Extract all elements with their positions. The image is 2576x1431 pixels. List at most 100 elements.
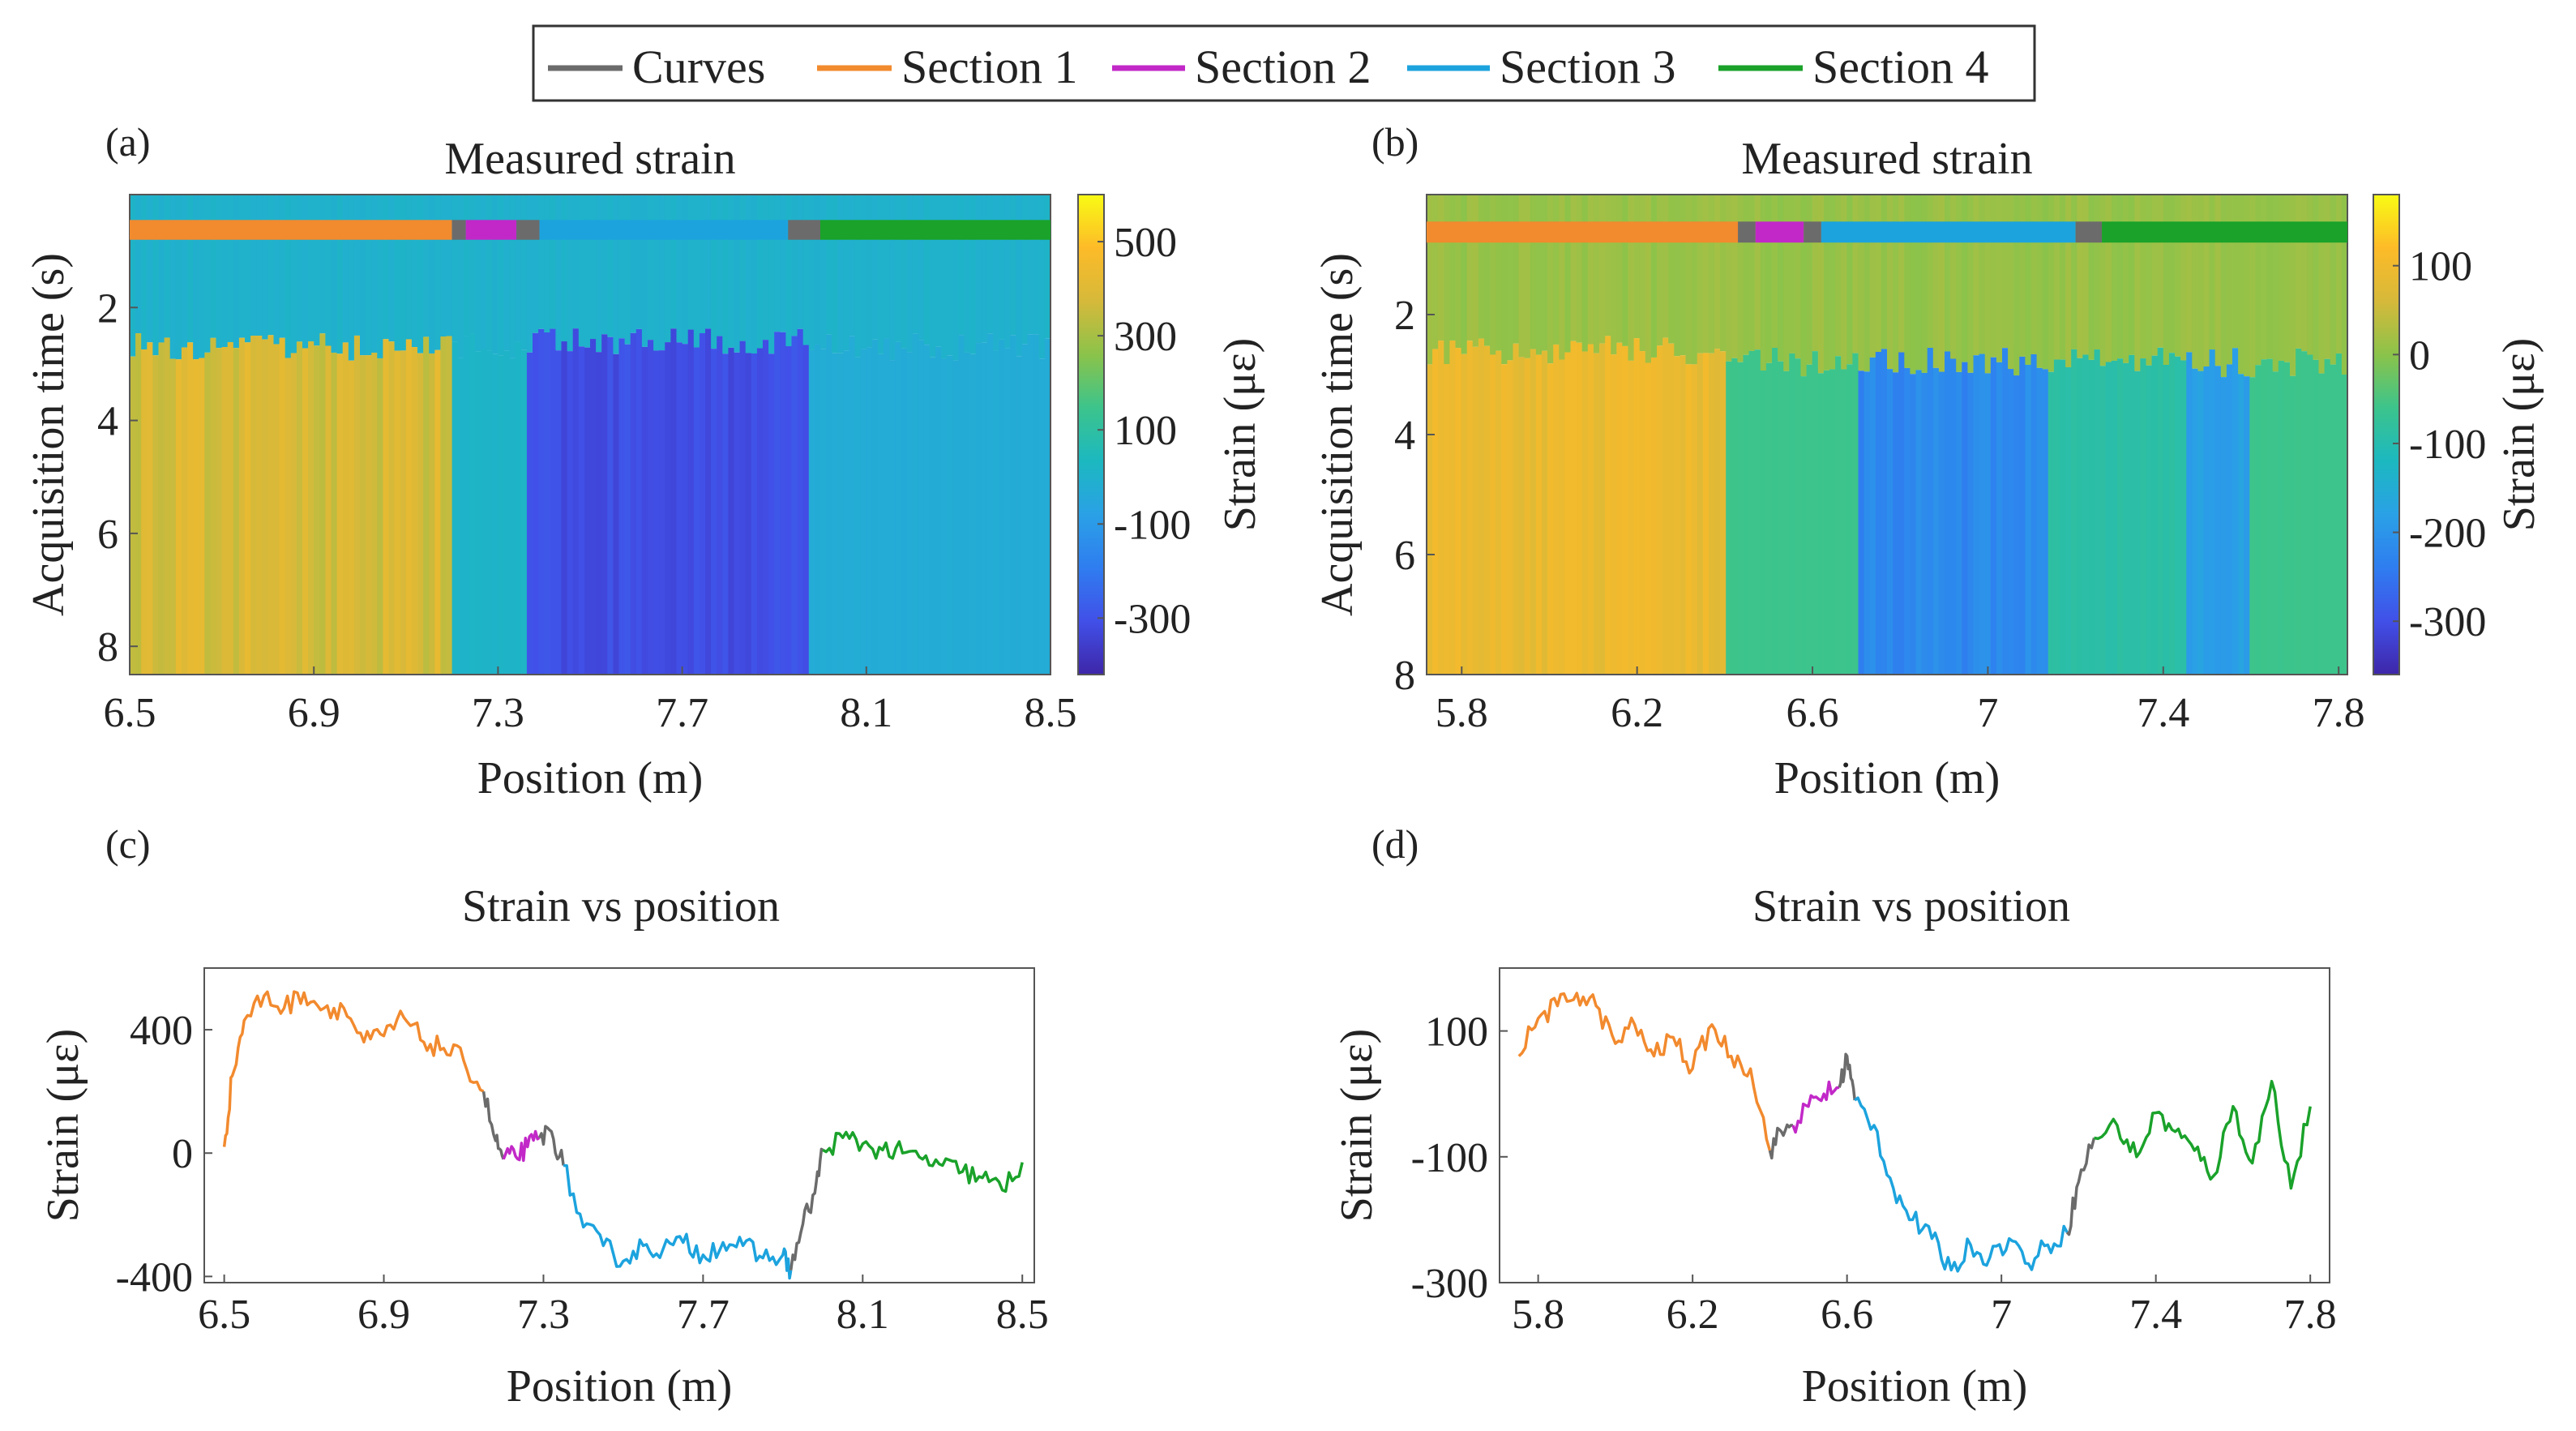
series-line-section-3: [563, 1163, 793, 1280]
heatmap-cell: [1858, 371, 1865, 675]
x-axis-label-d: Position (m): [1802, 1361, 2027, 1412]
heatmap-cell: [653, 195, 660, 351]
heatmap-cell: [641, 195, 648, 347]
heatmap-cell: [371, 352, 378, 675]
heatmap-cell: [141, 349, 148, 675]
heatmap-cell: [1702, 353, 1709, 675]
heatmap-cell: [999, 339, 1005, 675]
heatmap-cell: [475, 195, 481, 352]
heatmap-cell: [613, 195, 620, 354]
heatmap-cell: [469, 333, 476, 675]
heatmap-cell: [912, 333, 919, 675]
heatmap-cell: [1846, 195, 1853, 365]
heatmap-cell: [199, 195, 205, 358]
colorbar-tick-label: -300: [2409, 599, 2486, 645]
heatmap-cell: [1478, 338, 1485, 675]
heatmap-cell: [728, 347, 735, 675]
colorbar-ticks-b: 100 0 -100 -200 -300: [2393, 244, 2486, 645]
x-tick-label: 7.7: [656, 690, 708, 736]
heatmap-cell: [250, 336, 257, 675]
x-tick-label: 8.1: [840, 690, 892, 736]
heatmap-cell: [187, 342, 194, 675]
heatmap-cell: [682, 195, 689, 345]
heatmap-cell: [1576, 342, 1583, 675]
heatmap-cell: [578, 195, 585, 347]
heatmap-cell: [567, 351, 574, 675]
heatmap-cell: [2266, 358, 2274, 675]
heatmap-cell: [1027, 195, 1034, 335]
heatmap-cell: [952, 195, 959, 361]
heatmap-cell: [2197, 371, 2205, 675]
heatmap-cell: [993, 195, 999, 351]
heatmap-cell: [411, 347, 418, 675]
heatmap-cell: [2266, 195, 2274, 359]
heatmap-cell: [1835, 356, 1842, 675]
heatmap-cell: [2261, 359, 2268, 675]
heatmap-cell: [1765, 362, 1773, 675]
heatmap-cell: [1668, 343, 1675, 675]
heatmap-cell: [2053, 195, 2060, 360]
heatmap-cell: [2249, 377, 2256, 675]
y-axis-label-a: Acquisition time (s): [24, 253, 74, 616]
heatmap-cell: [1783, 371, 1790, 675]
heatmap-cell: [1645, 362, 1652, 675]
heatmap-cell: [1605, 195, 1611, 336]
heatmap-cell: [624, 344, 631, 675]
heatmap-cell: [290, 195, 297, 353]
x-tick-label: 7: [1991, 1292, 2012, 1338]
heatmap-cell: [1657, 195, 1663, 346]
heatmap-cell: [561, 195, 568, 342]
heatmap-cell: [550, 195, 556, 329]
heatmap-cell: [1984, 195, 1992, 374]
heatmap-cell: [2013, 195, 2020, 376]
series-line-section-4: [2094, 1079, 2312, 1190]
plot-frame-a: [129, 194, 1051, 675]
heatmap-cell: [2088, 359, 2095, 675]
heatmap-cell: [635, 195, 643, 329]
heatmap-cell: [216, 195, 223, 349]
panel-label-b: (b): [1371, 119, 1419, 165]
heatmap-cell: [1010, 195, 1016, 336]
heatmap-cell: [1427, 364, 1433, 675]
heatmap-cell: [1806, 195, 1813, 365]
series-line-section-1: [1517, 992, 1772, 1151]
heatmap-cell: [2341, 195, 2348, 375]
heatmap-cell: [152, 355, 160, 675]
heatmap-cell: [1720, 351, 1727, 675]
heatmap-cell: [929, 357, 936, 675]
heatmap-cell: [1564, 352, 1572, 675]
x-tick-label: 7.8: [2313, 690, 2365, 736]
heatmap-cell: [1915, 370, 1923, 675]
legend-item-curves: Curves: [548, 41, 765, 93]
legend-label-section-4: Section 4: [1812, 41, 1988, 93]
heatmap-cell: [1887, 195, 1893, 370]
heatmap-cell: [687, 329, 695, 675]
heatmap-cell: [1576, 195, 1583, 343]
heatmap-cell: [319, 333, 326, 675]
heatmap-cell: [1559, 195, 1565, 360]
heatmap-cell: [400, 195, 407, 351]
heatmap-cell: [1044, 338, 1051, 675]
heatmap-cell: [1887, 369, 1893, 675]
x-axis-label-a: Position (m): [477, 753, 703, 803]
heatmap-cell: [1685, 364, 1692, 675]
heatmap-cell: [1864, 195, 1871, 372]
heatmap-cell: [717, 195, 723, 336]
heatmap-cell: [256, 336, 263, 675]
heatmap-cell: [147, 195, 153, 343]
heatmap-cell: [1829, 369, 1836, 675]
y-tick-label: 4: [1394, 413, 1415, 459]
heatmap-cell: [641, 346, 648, 675]
heatmap-cell: [342, 195, 349, 343]
x-ticks-a: 6.5 6.9 7.3 7.7 8.1 8.5: [104, 666, 1077, 736]
heatmap-cell: [2335, 353, 2343, 675]
heatmap-cell: [1904, 367, 1911, 675]
heatmap-cell: [613, 353, 620, 675]
heatmap-cell: [1893, 372, 1899, 675]
heatmap-cell: [273, 195, 280, 345]
heatmap-cell: [1812, 195, 1819, 352]
series-line-section-2: [502, 1129, 541, 1163]
heatmap-cell: [227, 195, 234, 342]
heatmap-cell: [285, 358, 292, 675]
section-bar-section-2: [465, 220, 517, 240]
